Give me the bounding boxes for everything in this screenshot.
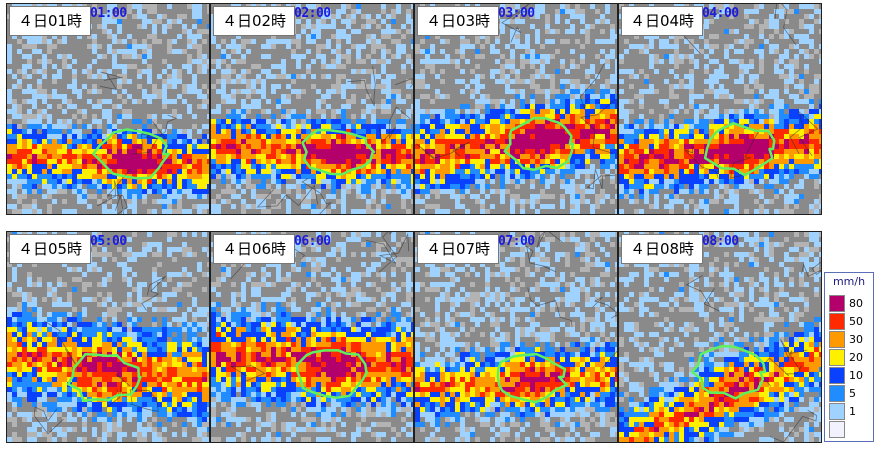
panel-label: ４日08時 (621, 234, 703, 264)
legend-value: 10 (849, 369, 863, 382)
radar-panel-1: ４日01時 01:00 (6, 3, 210, 215)
radar-panel-7: ４日07時 07:00 (414, 231, 618, 443)
legend-row: 80 (829, 295, 871, 313)
legend-value: 30 (849, 333, 863, 346)
panel-label: ４日02時 (213, 6, 295, 36)
legend-row: 50 (829, 313, 871, 331)
radar-panel-3: ４日03時 03:00 (414, 3, 618, 215)
panel-timestamp: 06:00 (294, 234, 331, 249)
legend-swatch (829, 331, 845, 348)
legend-swatch (829, 421, 845, 438)
legend-row (829, 421, 871, 439)
legend-swatch (829, 385, 845, 402)
panel-timestamp: 04:00 (702, 6, 739, 21)
radar-map (415, 232, 617, 442)
legend-value: 5 (849, 387, 856, 400)
radar-panel-2: ４日02時 02:00 (210, 3, 414, 215)
panel-label: ４日05時 (9, 234, 91, 264)
legend-value: 80 (849, 297, 863, 310)
radar-panel-6: ４日06時 06:00 (210, 231, 414, 443)
radar-map (7, 4, 209, 214)
legend-value: 20 (849, 351, 863, 364)
panel-label: ４日03時 (417, 6, 499, 36)
radar-map (619, 232, 821, 442)
panel-timestamp: 05:00 (90, 234, 127, 249)
panel-timestamp: 01:00 (90, 6, 127, 21)
legend-swatch (829, 403, 845, 420)
legend-swatch (829, 349, 845, 366)
legend-swatch (829, 367, 845, 384)
legend-row: 5 (829, 385, 871, 403)
radar-map (415, 4, 617, 214)
legend-swatch (829, 295, 845, 312)
panel-label: ４日01時 (9, 6, 91, 36)
panel-label: ４日07時 (417, 234, 499, 264)
panel-timestamp: 03:00 (498, 6, 535, 21)
radar-map (211, 4, 413, 214)
panel-timestamp: 08:00 (702, 234, 739, 249)
legend-row: 10 (829, 367, 871, 385)
radar-map (7, 232, 209, 442)
panel-timestamp: 07:00 (498, 234, 535, 249)
radar-panel-5: ４日05時 05:00 (6, 231, 210, 443)
legend-row: 1 (829, 403, 871, 421)
panel-timestamp: 02:00 (294, 6, 331, 21)
rainfall-legend: mm/h 80 50 30 20 10 5 1 (824, 272, 874, 442)
legend-value: 1 (849, 405, 856, 418)
radar-panel-8: ４日08時 08:00 (618, 231, 822, 443)
legend-row: 30 (829, 331, 871, 349)
radar-map (211, 232, 413, 442)
panel-label: ４日06時 (213, 234, 295, 264)
radar-map (619, 4, 821, 214)
legend-swatch (829, 313, 845, 330)
panel-label: ４日04時 (621, 6, 703, 36)
legend-unit: mm/h (832, 275, 866, 288)
legend-value: 50 (849, 315, 863, 328)
legend-row: 20 (829, 349, 871, 367)
radar-panel-4: ４日04時 04:00 (618, 3, 822, 215)
